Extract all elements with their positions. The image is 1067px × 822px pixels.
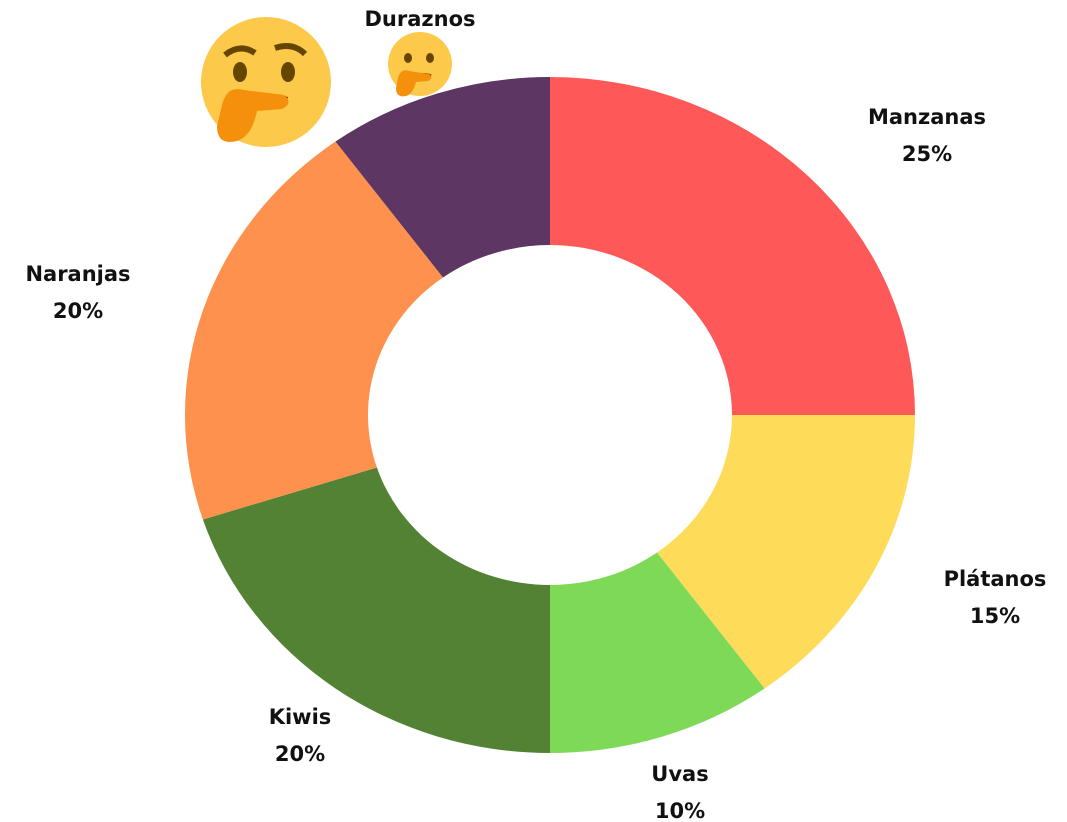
donut-slice <box>550 77 915 415</box>
slice-label: Plátanos <box>944 567 1047 591</box>
thinking-emoji-small <box>388 32 452 97</box>
slice-value-label: 20% <box>275 742 325 766</box>
slice-label: Naranjas <box>25 262 130 286</box>
donut-slice <box>656 415 915 689</box>
donut-slice <box>550 552 765 753</box>
slice-value-label: 15% <box>970 604 1020 628</box>
slice-value-label: 25% <box>902 142 952 166</box>
donut-slice <box>335 77 550 278</box>
slice-label: Manzanas <box>868 105 986 129</box>
slice-label: Duraznos <box>364 7 475 31</box>
donut-slice <box>202 467 550 753</box>
slice-label: Kiwis <box>269 705 332 729</box>
slice-label: Uvas <box>651 762 708 786</box>
donut-slice <box>184 141 444 520</box>
slice-value-label: 20% <box>53 299 103 323</box>
slice-value-label: 10% <box>655 799 705 822</box>
thinking-emoji-large <box>201 17 331 147</box>
